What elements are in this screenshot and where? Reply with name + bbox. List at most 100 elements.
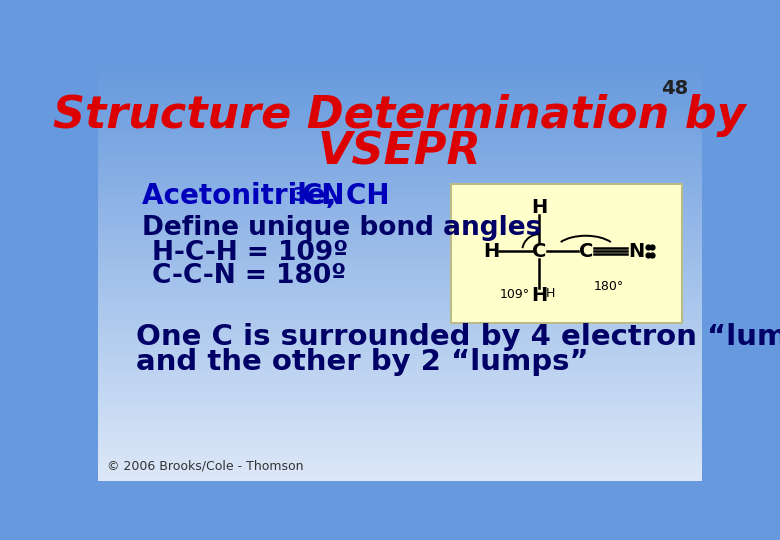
Text: CN: CN (301, 182, 345, 210)
Bar (98, 151, 702, 155)
Bar (98, 377, 702, 380)
Bar (98, 380, 702, 383)
Bar (98, 234, 702, 238)
Text: H: H (531, 286, 548, 305)
Bar (98, 99, 702, 103)
Bar (98, 332, 702, 335)
Bar (98, 224, 702, 228)
Text: 3: 3 (292, 186, 307, 205)
Bar (98, 366, 702, 370)
Bar (98, 110, 702, 113)
Bar (98, 204, 702, 207)
Bar (98, 103, 702, 106)
Bar (98, 252, 702, 255)
Bar (98, 106, 702, 110)
Bar (98, 359, 702, 363)
Bar (98, 248, 702, 252)
Bar (98, 439, 702, 442)
Bar (98, 449, 702, 453)
Text: 48: 48 (661, 79, 688, 98)
Bar (98, 425, 702, 429)
Bar (98, 117, 702, 120)
Text: C: C (532, 241, 547, 261)
Bar (98, 134, 702, 138)
Bar (98, 356, 702, 359)
Bar (98, 325, 702, 328)
Bar (98, 183, 702, 186)
Bar (98, 415, 702, 419)
Bar (98, 75, 702, 79)
Text: C-C-N = 180º: C-C-N = 180º (152, 264, 346, 289)
Bar (98, 470, 702, 474)
Bar (98, 158, 702, 162)
Bar (98, 148, 702, 151)
Bar (98, 280, 702, 283)
Bar (98, 314, 702, 318)
Bar (98, 370, 702, 373)
Bar (98, 411, 702, 415)
Bar (98, 363, 702, 366)
Bar (98, 127, 702, 131)
Bar (98, 214, 702, 217)
Bar (98, 276, 702, 280)
Bar (98, 96, 702, 99)
Bar (98, 176, 702, 179)
Bar (98, 190, 702, 193)
Bar (98, 456, 702, 460)
Text: H: H (545, 287, 555, 300)
Bar (98, 307, 702, 311)
Bar (98, 172, 702, 176)
Bar (98, 155, 702, 158)
Bar (98, 138, 702, 141)
Bar (98, 394, 702, 397)
Text: 109°: 109° (499, 288, 530, 301)
Bar (98, 290, 702, 294)
Bar (98, 207, 702, 210)
Bar (98, 113, 702, 117)
Bar (98, 89, 702, 92)
Text: C: C (579, 241, 593, 261)
Bar (98, 120, 702, 124)
Bar (98, 408, 702, 411)
Bar (98, 131, 702, 134)
Bar (98, 186, 702, 190)
Bar (98, 255, 702, 259)
Bar (98, 262, 702, 266)
Bar (98, 266, 702, 269)
Bar (98, 179, 702, 183)
Text: H-C-H = 109º: H-C-H = 109º (152, 240, 348, 266)
Bar (98, 373, 702, 377)
Text: H: H (531, 198, 548, 217)
Bar (98, 297, 702, 300)
Bar (98, 82, 702, 85)
Bar (98, 418, 702, 422)
Bar (98, 238, 702, 241)
Bar (451, 184, 682, 323)
Bar (98, 446, 702, 449)
Bar (98, 65, 702, 68)
Text: Define unique bond angles: Define unique bond angles (143, 215, 542, 241)
Bar (98, 404, 702, 408)
Bar (98, 92, 702, 96)
Bar (98, 241, 702, 245)
Bar (98, 245, 702, 248)
Bar (98, 197, 702, 200)
Bar (98, 141, 702, 145)
Bar (98, 145, 702, 148)
Bar (98, 200, 702, 204)
Bar (98, 168, 702, 172)
Bar (98, 383, 702, 387)
Bar (98, 269, 702, 273)
Text: One C is surrounded by 4 electron “lumps”: One C is surrounded by 4 electron “lumps… (136, 323, 780, 351)
Bar (98, 165, 702, 168)
Bar (98, 467, 702, 470)
Text: Acetonitrile, CH: Acetonitrile, CH (143, 182, 390, 210)
Bar (98, 259, 702, 262)
Text: VSEPR: VSEPR (318, 130, 481, 173)
Bar (98, 390, 702, 394)
Bar (98, 72, 702, 75)
Bar (98, 353, 702, 356)
Bar (98, 318, 702, 321)
Bar (98, 217, 702, 221)
Bar (98, 453, 702, 456)
